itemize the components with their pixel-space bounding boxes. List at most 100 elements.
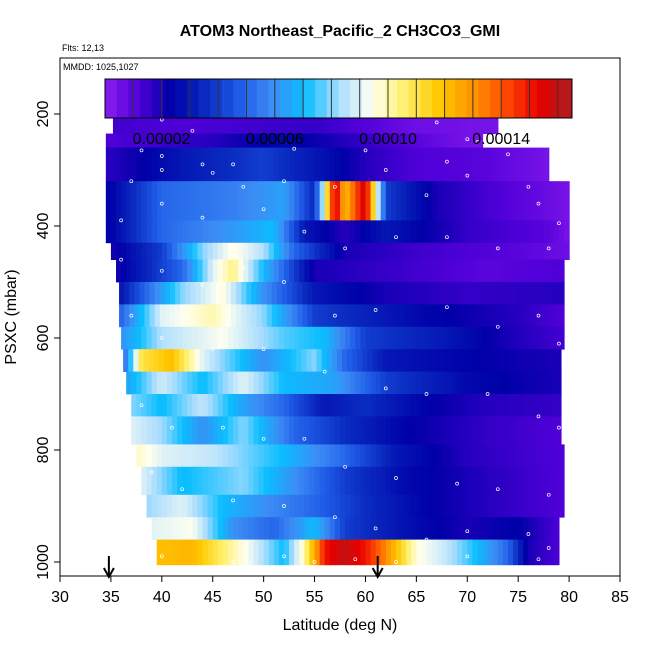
heatmap-cell — [553, 326, 560, 350]
heatmap-cell — [548, 259, 555, 283]
heatmap-cell — [553, 466, 560, 496]
heatmap-cell — [436, 444, 443, 468]
heatmap-cell — [215, 304, 222, 328]
heatmap-cell — [477, 539, 484, 566]
heatmap-cell — [523, 466, 529, 496]
heatmap-cell — [299, 394, 305, 417]
heatmap-cell — [273, 242, 280, 260]
heatmap-cell — [528, 466, 535, 496]
heatmap-cell — [197, 259, 204, 283]
heatmap-cell — [248, 444, 255, 468]
heatmap-cell — [172, 220, 178, 244]
heatmap-cell — [365, 259, 372, 283]
heatmap-cell — [161, 539, 168, 566]
heatmap-cell — [222, 494, 229, 518]
heatmap-cell — [365, 371, 372, 395]
heatmap-cell — [390, 517, 397, 540]
heatmap-cell — [289, 147, 295, 182]
heatmap-cell — [314, 371, 321, 395]
heatmap-cell — [156, 394, 163, 417]
heatmap-cell — [523, 326, 529, 350]
heatmap-cell — [396, 466, 402, 496]
heatmap-cell — [228, 517, 234, 540]
heatmap-cell — [324, 326, 331, 350]
heatmap-cell — [324, 416, 331, 445]
heatmap-cell — [146, 133, 153, 148]
heatmap-cell — [436, 466, 443, 496]
heatmap-cell — [309, 517, 316, 540]
heatmap-cell — [502, 220, 509, 244]
observation-point — [495, 324, 500, 329]
heatmap-cell — [390, 259, 397, 283]
heatmap-cell — [492, 242, 499, 260]
heatmap-cell — [502, 259, 509, 283]
heatmap-cell — [161, 259, 168, 283]
heatmap-cell — [434, 282, 441, 305]
heatmap-cell — [446, 494, 453, 518]
heatmap-cell — [326, 108, 333, 134]
heatmap-cell — [511, 304, 517, 328]
heatmap-cell — [187, 147, 193, 182]
heatmap-cell — [136, 133, 143, 148]
heatmap-cell — [401, 494, 407, 518]
heatmap-cell — [543, 371, 550, 395]
heatmap-cell — [472, 444, 479, 468]
heatmap-cell — [222, 220, 229, 244]
heatmap-cell — [528, 371, 535, 395]
observation-point — [159, 268, 164, 273]
heatmap-cell — [518, 517, 524, 540]
heatmap-cell — [528, 444, 535, 468]
heatmap-cell — [452, 242, 458, 260]
heatmap-cell — [462, 394, 468, 417]
heatmap-cell — [128, 108, 134, 134]
heatmap-cell — [518, 416, 524, 445]
heatmap-cell — [452, 416, 458, 445]
heatmap-cell — [467, 466, 473, 496]
heatmap-cell — [158, 349, 165, 372]
heatmap-cell — [502, 539, 509, 566]
heatmap-cell — [217, 242, 224, 260]
heatmap-cell — [426, 326, 433, 350]
heatmap-cell — [246, 282, 253, 305]
heatmap-cell — [406, 326, 412, 350]
heatmap-cell — [110, 147, 117, 182]
colorbar-segment — [105, 79, 118, 118]
heatmap-cell — [446, 444, 453, 468]
heatmap-cell — [151, 416, 158, 445]
heatmap-cell — [314, 416, 321, 445]
heatmap-cell — [146, 326, 153, 350]
heatmap-cell — [360, 517, 367, 540]
heatmap-cell — [385, 371, 392, 395]
colorbar-segment — [198, 79, 211, 118]
heatmap-cell — [334, 466, 341, 496]
heatmap-cell — [182, 416, 188, 445]
heatmap-cell — [421, 444, 428, 468]
heatmap-cell — [228, 539, 234, 566]
heatmap-cell — [248, 539, 255, 566]
heatmap-cell — [472, 326, 479, 350]
heatmap-cell — [513, 326, 519, 350]
heatmap-cell — [492, 394, 499, 417]
heatmap-cell — [538, 539, 545, 566]
heatmap-cell — [467, 326, 473, 350]
heatmap-cell — [362, 349, 369, 372]
heatmap-cell — [350, 133, 356, 148]
heatmap-cell — [393, 282, 400, 305]
heatmap-cell — [546, 304, 553, 328]
heatmap-cell — [217, 181, 224, 221]
heatmap-cell — [457, 517, 463, 540]
heatmap-cell — [202, 416, 209, 445]
heatmap-cell — [538, 517, 545, 540]
heatmap-cell — [472, 394, 479, 417]
heatmap-cell — [263, 147, 270, 182]
heatmap-cell — [467, 133, 473, 148]
heatmap-cell — [401, 147, 407, 182]
heatmap-cell — [426, 181, 433, 221]
heatmap-cell — [258, 444, 265, 468]
heatmap-cell — [495, 282, 502, 305]
heatmap-cell — [273, 259, 280, 283]
heatmap-cell — [329, 494, 336, 518]
heatmap-cell — [446, 220, 453, 244]
heatmap-cell — [421, 416, 428, 445]
heatmap-cell — [273, 394, 280, 417]
